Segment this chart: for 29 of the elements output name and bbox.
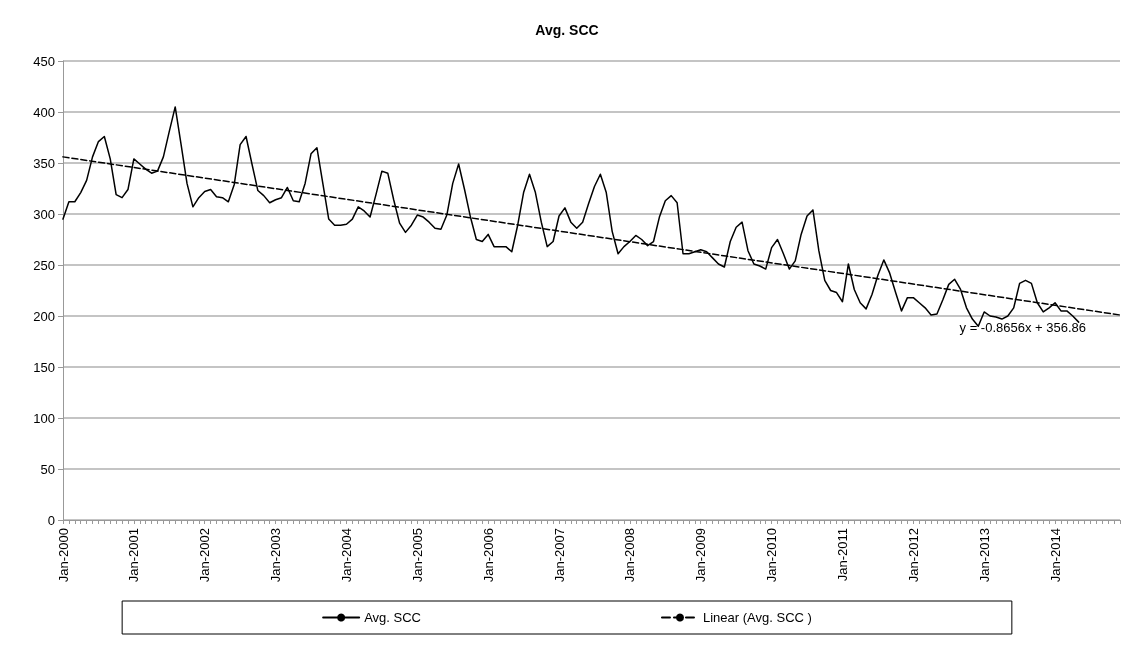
x-tick-label: Jan-2011 — [834, 528, 850, 582]
x-tick-label: Jan-2013 — [976, 528, 992, 583]
y-tick-label: 400 — [33, 104, 55, 120]
x-tick-label: Jan-2002 — [197, 528, 213, 583]
y-tick-label: 200 — [33, 308, 55, 324]
x-tick-label: Jan-2004 — [338, 528, 354, 583]
y-tick-label: 450 — [33, 53, 55, 69]
x-tick-label: Jan-2006 — [480, 528, 496, 583]
x-tick-label: Jan-2010 — [764, 528, 780, 583]
x-tick-label: Jan-2012 — [905, 528, 921, 583]
annotation: y = -0.8656x + 356.86 — [959, 320, 1086, 335]
legend-label: Avg. SCC — [364, 610, 421, 625]
x-tick-label: Jan-2009 — [693, 528, 709, 583]
y-tick-label: 150 — [33, 359, 55, 375]
x-tick-label: Jan-2000 — [55, 528, 71, 583]
y-tick-label: 0 — [47, 512, 55, 528]
x-tick-label: Jan-2003 — [268, 528, 284, 583]
y-tick-label: 50 — [40, 461, 55, 477]
y-tick-label: 300 — [33, 206, 55, 222]
y-tick-label: 100 — [33, 410, 55, 426]
x-tick-label: Jan-2007 — [551, 528, 567, 583]
x-tick-label: Jan-2005 — [409, 528, 425, 583]
y-tick-label: 350 — [33, 155, 55, 171]
chart-title: Avg. SCC — [535, 22, 599, 38]
x-tick-label: Jan-2001 — [126, 528, 142, 583]
y-tick-label: 250 — [33, 257, 55, 273]
x-tick-label: Jan-2014 — [1047, 528, 1063, 583]
legend-label: Linear (Avg. SCC ) — [702, 610, 812, 625]
x-tick-label: Jan-2008 — [622, 528, 638, 583]
